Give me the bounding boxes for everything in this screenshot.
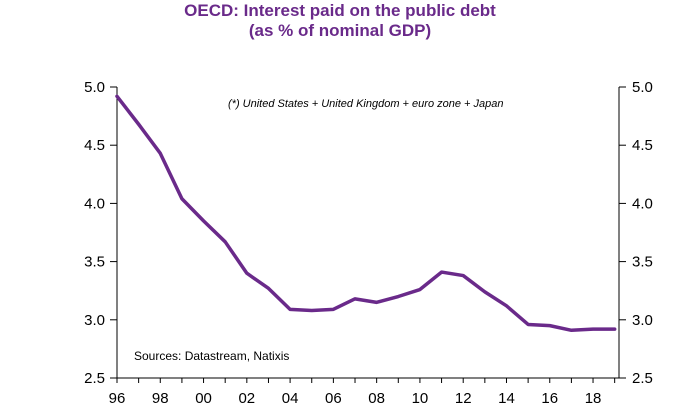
chart-title-line-1: OECD: Interest paid on the public debt — [184, 1, 496, 20]
y-tick-label-left: 4.5 — [84, 137, 105, 154]
x-tick-label: 06 — [325, 390, 342, 407]
y-tick-label-left: 3.0 — [84, 312, 105, 329]
y-tick-label-right: 4.5 — [632, 137, 653, 154]
y-tick-label-left: 5.0 — [84, 79, 105, 96]
x-tick-label: 18 — [585, 390, 602, 407]
x-tick-label: 98 — [152, 390, 169, 407]
y-tick-label-left: 3.5 — [84, 254, 105, 271]
x-tick-label: 14 — [498, 390, 515, 407]
chart-annotation: (*) United States + United Kingdom + eur… — [228, 98, 503, 110]
x-tick-label: 96 — [109, 390, 126, 407]
x-tick-label: 02 — [238, 390, 255, 407]
y-tick-label-right: 4.0 — [632, 195, 653, 212]
y-tick-label-right: 5.0 — [632, 79, 653, 96]
chart-source: Sources: Datastream, Natixis — [134, 349, 289, 363]
x-tick-label: 00 — [195, 390, 212, 407]
x-tick-label: 04 — [282, 390, 299, 407]
chart-title-line-2: (as % of nominal GDP) — [248, 21, 432, 40]
x-tick-label: 10 — [412, 390, 429, 407]
y-tick-label-left: 4.0 — [84, 195, 105, 212]
x-tick-label: 12 — [455, 390, 472, 407]
x-tick-label: 08 — [368, 390, 385, 407]
y-tick-label-left: 2.5 — [84, 370, 105, 387]
y-tick-label-right: 3.0 — [632, 312, 653, 329]
chart-axes — [116, 87, 620, 379]
y-tick-label-right: 2.5 — [632, 370, 653, 387]
series-line — [115, 94, 617, 333]
y-tick-label-right: 3.5 — [632, 254, 653, 271]
x-tick-label: 16 — [541, 390, 558, 407]
